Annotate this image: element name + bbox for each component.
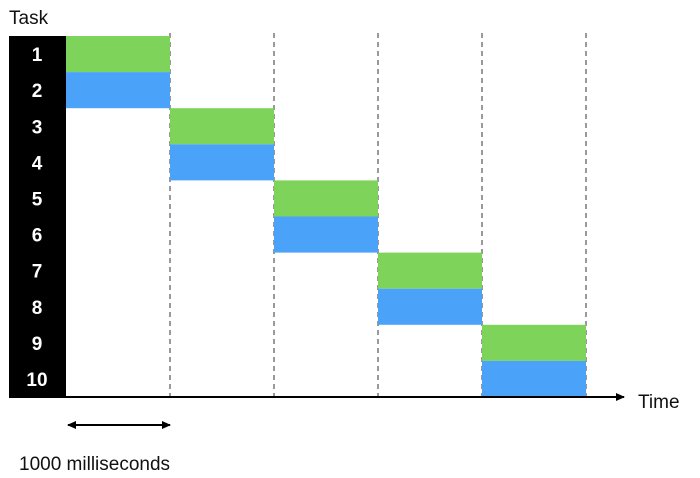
x-axis-label: Time: [638, 392, 680, 413]
task-bar-1: [66, 36, 170, 73]
task-bar-7: [378, 252, 482, 289]
task-number-3: 3: [32, 117, 43, 138]
task-number-4: 4: [32, 153, 43, 174]
task-bar-9: [482, 324, 586, 361]
task-number-8: 8: [32, 298, 43, 319]
task-bar-6: [274, 216, 378, 253]
interval-label: 1000 milliseconds: [19, 454, 170, 475]
task-number-10: 10: [26, 370, 47, 391]
y-axis-label: Task: [9, 8, 49, 29]
task-bar-2: [66, 72, 170, 109]
task-column: [9, 36, 66, 397]
task-number-1: 1: [32, 45, 43, 66]
task-number-9: 9: [32, 334, 43, 355]
task-number-5: 5: [32, 189, 43, 210]
task-bar-10: [482, 360, 586, 397]
task-bar-4: [170, 144, 274, 181]
task-number-2: 2: [32, 81, 43, 102]
task-bar-3: [170, 108, 274, 145]
task-bar-8: [378, 288, 482, 325]
task-bar-5: [274, 180, 378, 217]
task-number-6: 6: [32, 226, 43, 247]
task-number-7: 7: [32, 262, 43, 283]
